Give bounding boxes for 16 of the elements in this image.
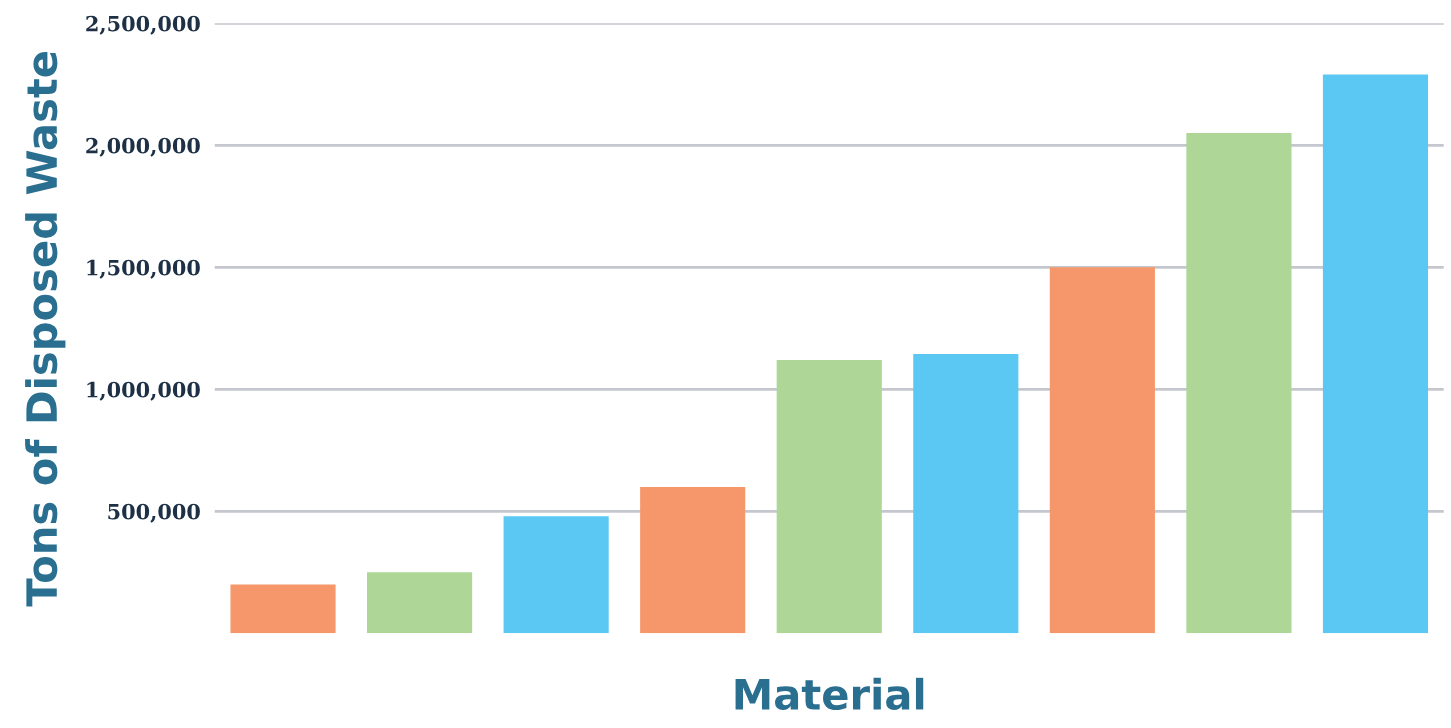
y-tick-label: 1,000,000 (87, 381, 200, 401)
y-tick-label: 1,500,000 (87, 259, 200, 279)
bar (776, 360, 882, 634)
y-axis-title: Tons of Disposed Waste (25, 51, 66, 607)
bar (1049, 267, 1155, 634)
bar (1322, 74, 1429, 634)
bar (1186, 133, 1292, 634)
y-tick-label: 2,000,000 (86, 137, 200, 157)
y-tick-label: 2,500,000 (86, 15, 200, 35)
bar (367, 572, 473, 634)
bar (913, 353, 1019, 634)
y-tick-label: 500,000 (108, 503, 200, 523)
bar (640, 486, 746, 634)
x-axis-title: Material (735, 677, 924, 711)
bar (230, 584, 336, 634)
bar (503, 516, 609, 634)
